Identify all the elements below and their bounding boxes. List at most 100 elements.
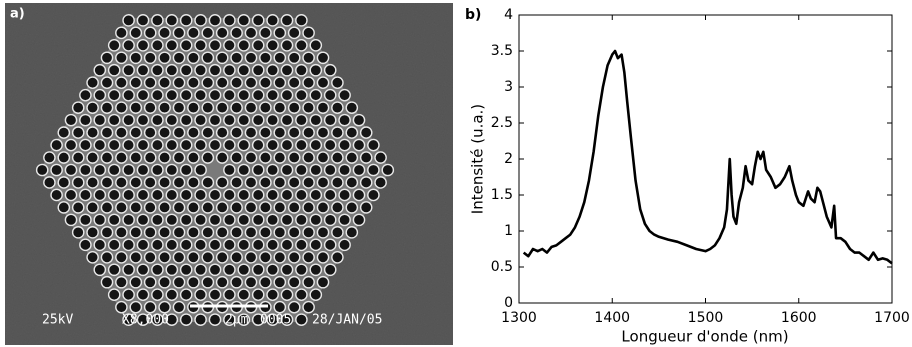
hole bbox=[151, 188, 164, 202]
hole bbox=[273, 76, 287, 90]
hole bbox=[259, 226, 272, 239]
hole bbox=[323, 138, 337, 152]
hole bbox=[187, 275, 200, 289]
hole bbox=[287, 101, 301, 114]
sem-image: a) 25kV X8,000 2µm 0005 28/JAN/05 bbox=[5, 3, 453, 345]
hole bbox=[187, 226, 200, 239]
hole bbox=[93, 88, 107, 102]
hole bbox=[331, 101, 344, 114]
hole bbox=[136, 63, 150, 77]
hole bbox=[194, 63, 207, 77]
hole bbox=[259, 26, 272, 40]
hole bbox=[201, 51, 215, 65]
hole bbox=[115, 176, 128, 189]
hole bbox=[309, 163, 323, 177]
hole bbox=[158, 76, 171, 90]
hole bbox=[345, 101, 359, 114]
hole bbox=[194, 238, 207, 252]
hole bbox=[208, 238, 222, 252]
hole bbox=[107, 138, 121, 152]
hole bbox=[309, 213, 323, 227]
hole bbox=[287, 126, 301, 139]
hole bbox=[71, 176, 85, 189]
x-tick-label: 1700 bbox=[874, 310, 910, 326]
hole bbox=[165, 138, 179, 152]
hole bbox=[179, 188, 193, 202]
hole bbox=[201, 250, 215, 264]
hole bbox=[187, 176, 200, 189]
hole bbox=[323, 238, 337, 252]
hole bbox=[323, 213, 337, 227]
hole bbox=[43, 151, 56, 164]
hole bbox=[215, 151, 229, 164]
hole bbox=[223, 188, 236, 202]
hole bbox=[122, 63, 135, 77]
hole bbox=[273, 176, 287, 189]
hole bbox=[367, 163, 380, 177]
hole bbox=[215, 26, 229, 40]
hole bbox=[251, 163, 265, 177]
hole bbox=[208, 38, 222, 52]
hole bbox=[172, 226, 186, 239]
hole bbox=[259, 151, 272, 164]
hole bbox=[165, 163, 179, 177]
hole bbox=[295, 163, 308, 177]
hole bbox=[352, 188, 366, 202]
hole bbox=[215, 201, 229, 214]
hole bbox=[93, 263, 107, 277]
hole bbox=[237, 263, 251, 277]
hole bbox=[323, 88, 337, 102]
hole bbox=[223, 38, 236, 52]
hole bbox=[208, 313, 222, 326]
x-tick-label: 1300 bbox=[501, 310, 537, 326]
hole bbox=[259, 101, 272, 114]
hole bbox=[100, 51, 114, 65]
hole bbox=[165, 188, 179, 202]
hole bbox=[79, 163, 92, 177]
hole bbox=[316, 176, 330, 189]
hole bbox=[309, 38, 323, 52]
hole bbox=[316, 126, 330, 139]
hole bbox=[201, 26, 215, 40]
hole bbox=[57, 176, 71, 189]
hole bbox=[251, 88, 265, 102]
hole bbox=[122, 138, 135, 152]
hole bbox=[43, 176, 56, 189]
hole bbox=[115, 226, 128, 239]
hole bbox=[345, 201, 359, 214]
hole bbox=[187, 101, 200, 114]
hole bbox=[64, 113, 78, 127]
hole bbox=[115, 101, 128, 114]
hole bbox=[79, 213, 92, 227]
hole bbox=[331, 126, 344, 139]
hole bbox=[100, 201, 114, 214]
hole bbox=[230, 126, 243, 139]
hole bbox=[331, 151, 344, 164]
hole bbox=[331, 201, 344, 214]
hole bbox=[107, 188, 121, 202]
hole bbox=[86, 126, 99, 139]
hole bbox=[86, 250, 99, 264]
hole bbox=[143, 226, 157, 239]
hole bbox=[86, 101, 99, 114]
hole bbox=[273, 126, 287, 139]
spectrum-line bbox=[522, 49, 893, 265]
hole bbox=[266, 88, 279, 102]
hole bbox=[280, 313, 294, 326]
hole bbox=[194, 38, 207, 52]
hole bbox=[194, 14, 207, 27]
hole bbox=[223, 113, 236, 127]
hole bbox=[151, 313, 164, 326]
hole bbox=[295, 138, 308, 152]
hole bbox=[129, 26, 143, 40]
hole bbox=[230, 101, 243, 114]
hole bbox=[302, 26, 315, 40]
hole bbox=[136, 14, 150, 27]
hole bbox=[122, 163, 135, 177]
hole bbox=[179, 113, 193, 127]
hole bbox=[57, 201, 71, 214]
hole bbox=[136, 213, 150, 227]
hole bbox=[64, 213, 78, 227]
hole bbox=[302, 51, 315, 65]
hole bbox=[93, 213, 107, 227]
